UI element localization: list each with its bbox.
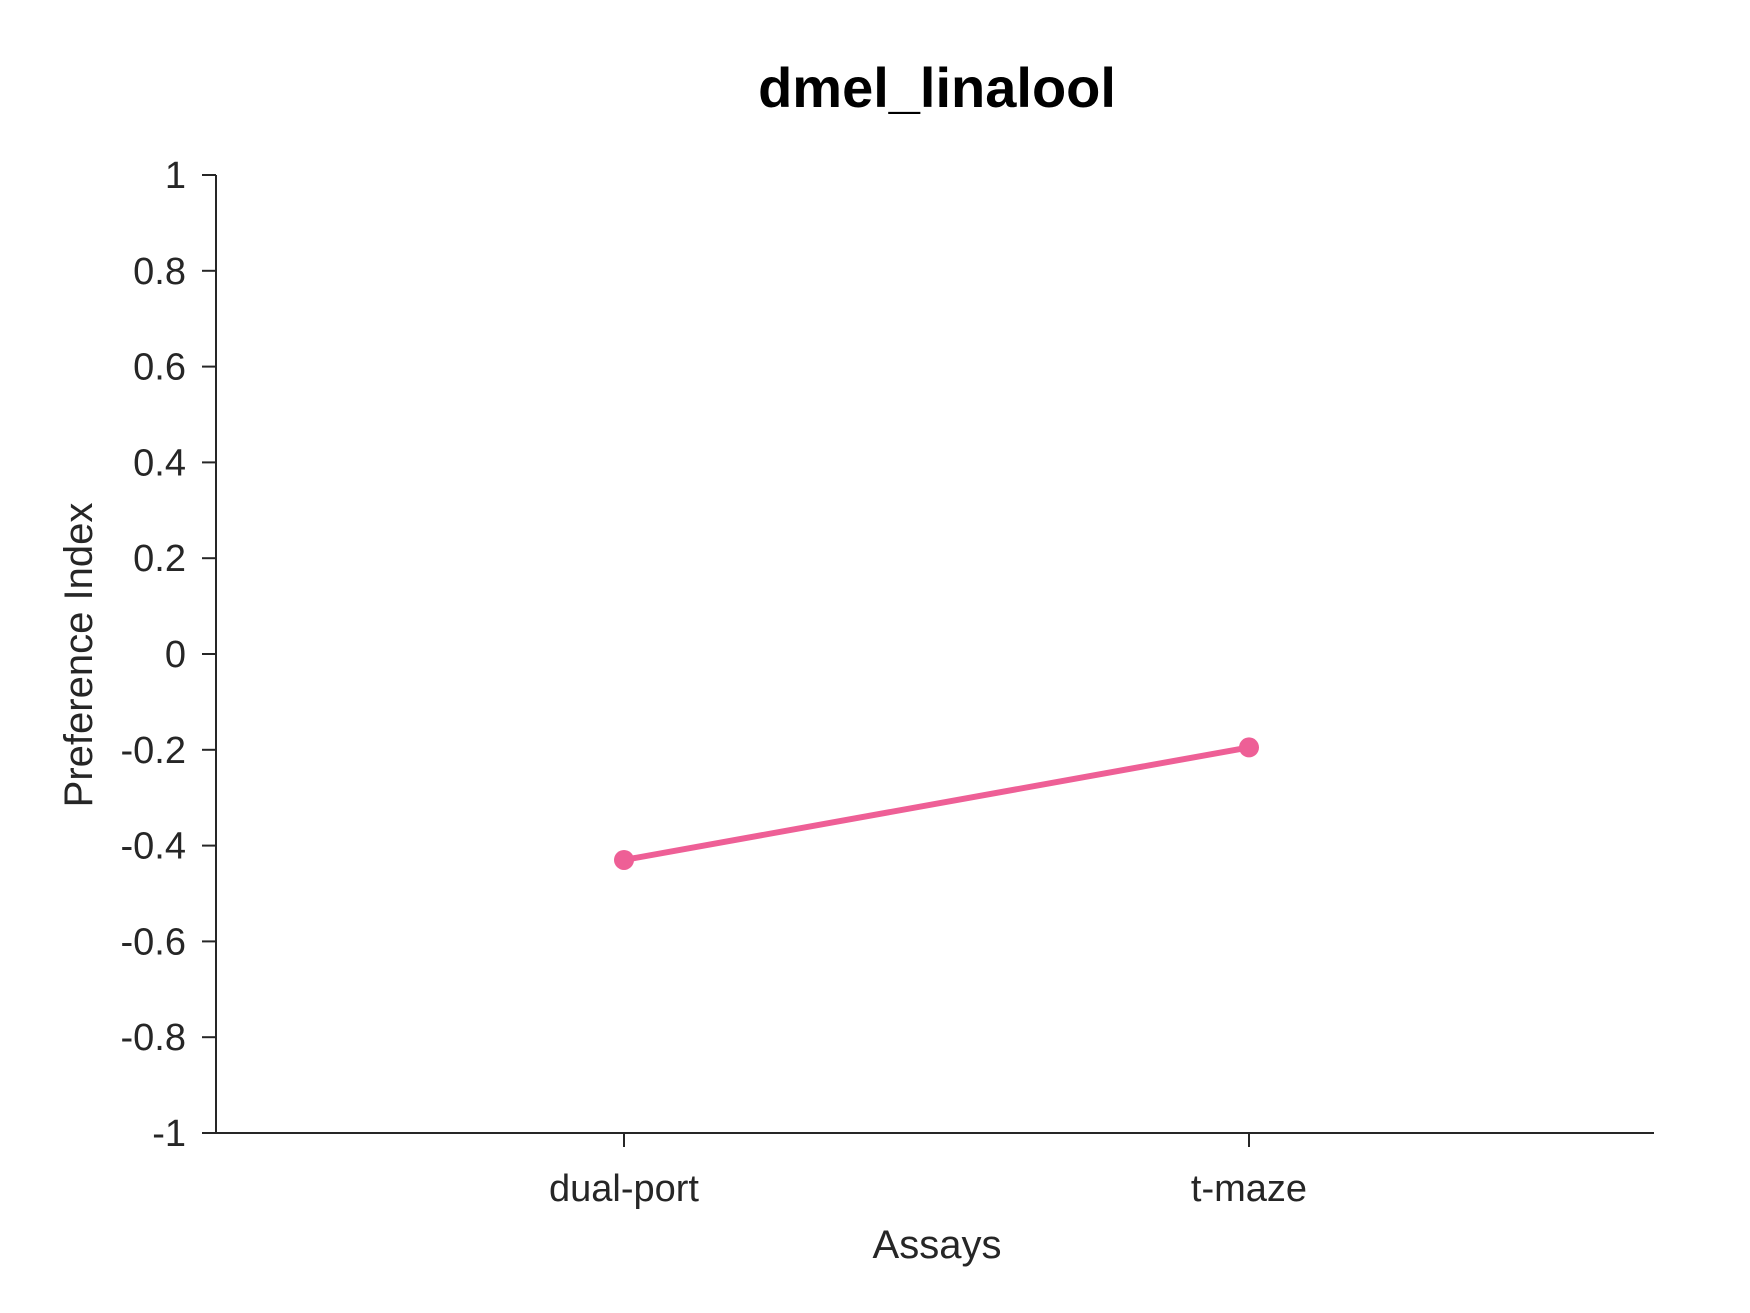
x-axis: dual-port t-maze (216, 1132, 1654, 1210)
y-tick-label: 0 (165, 634, 186, 676)
y-tick-label: -1 (152, 1113, 186, 1155)
y-tick-label: 1 (165, 155, 186, 197)
x-tick-label: t-maze (1191, 1168, 1307, 1210)
x-tick-label: dual-port (549, 1168, 699, 1210)
y-tick-label: 0.6 (133, 347, 186, 389)
y-tick-label: 0.2 (133, 538, 186, 580)
y-tick-label: -0.4 (121, 826, 186, 868)
y-tick-label: -0.8 (121, 1017, 186, 1059)
y-tick-label: -0.2 (121, 730, 186, 772)
data-point (614, 849, 634, 870)
y-tick-label: 0.8 (133, 251, 186, 293)
series-line (623, 744, 1250, 863)
data-point (1239, 737, 1259, 758)
y-tick-label: -0.6 (121, 921, 186, 963)
x-axis-label: Assays (873, 1223, 1002, 1267)
chart-title: dmel_linalool (758, 56, 1116, 119)
y-axis: -1 -0.8 -0.6 -0.4 -0.2 0 0.2 0.4 0.6 0.8 1 (121, 155, 217, 1155)
plot-area (614, 737, 1259, 870)
y-axis-label: Preference Index (57, 503, 101, 808)
y-tick-label: 0.4 (133, 442, 186, 484)
